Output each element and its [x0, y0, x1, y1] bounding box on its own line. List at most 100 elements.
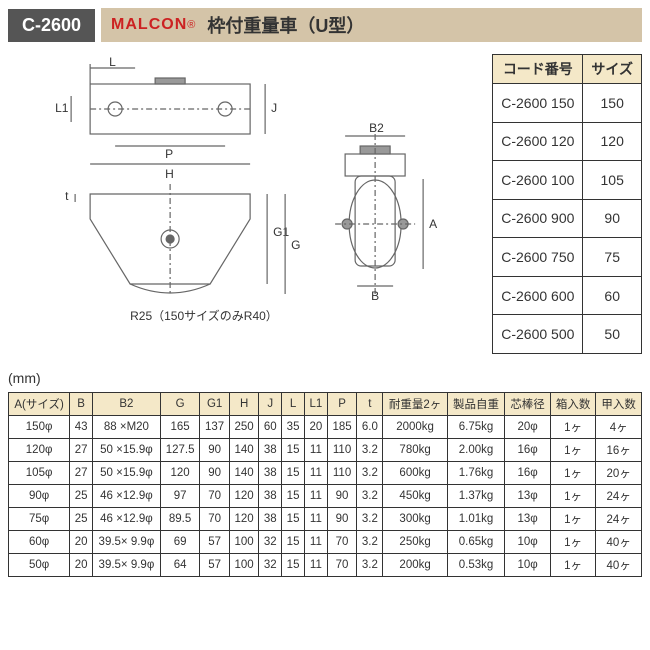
- spec-cell: 16φ: [505, 439, 551, 462]
- spec-table: A(サイズ)BB2GG1HJLL1Pt耐重量2ヶ製品自重芯棒径箱入数甲入数 15…: [8, 392, 642, 577]
- spec-th: L: [282, 393, 305, 416]
- dim-L: L: [109, 55, 116, 69]
- spec-cell: 1ヶ: [550, 508, 596, 531]
- spec-cell: 100: [229, 554, 259, 577]
- spec-cell: 57: [200, 531, 230, 554]
- side-cell: 120: [583, 122, 642, 161]
- spec-cell: 90: [327, 485, 357, 508]
- side-cell: 90: [583, 199, 642, 238]
- spec-cell: 90: [200, 439, 230, 462]
- spec-cell: 1ヶ: [550, 416, 596, 439]
- header: C-2600 MALCON® 枠付重量車（U型）: [8, 8, 642, 42]
- spec-cell: 6.75kg: [447, 416, 505, 439]
- side-cell: C-2600 150: [493, 84, 583, 123]
- spec-cell: 32: [259, 531, 282, 554]
- spec-cell: 0.65kg: [447, 531, 505, 554]
- spec-cell: 300kg: [383, 508, 447, 531]
- spec-th: G: [160, 393, 200, 416]
- side-cell: C-2600 900: [493, 199, 583, 238]
- spec-cell: 25: [70, 508, 93, 531]
- side-cell: 60: [583, 276, 642, 315]
- dim-B: B: [371, 289, 379, 303]
- spec-cell: 25: [70, 485, 93, 508]
- spec-cell: 2.00kg: [447, 439, 505, 462]
- spec-row: 75φ2546 ×12.9φ89.570120381511903.2300kg1…: [9, 508, 642, 531]
- spec-cell: 11: [304, 508, 327, 531]
- spec-cell: 110: [327, 439, 357, 462]
- spec-cell: 250: [229, 416, 259, 439]
- spec-cell: 40ヶ: [596, 554, 642, 577]
- spec-cell: 11: [304, 554, 327, 577]
- spec-cell: 105φ: [9, 462, 70, 485]
- spec-cell: 13φ: [505, 508, 551, 531]
- spec-cell: 39.5× 9.9φ: [93, 554, 161, 577]
- spec-cell: 50 ×15.9φ: [93, 439, 161, 462]
- side-row: C-2600 50050: [493, 315, 642, 354]
- spec-cell: 46 ×12.9φ: [93, 485, 161, 508]
- spec-cell: 70: [200, 508, 230, 531]
- spec-cell: 6.0: [357, 416, 383, 439]
- spec-cell: 1ヶ: [550, 554, 596, 577]
- spec-cell: 57: [200, 554, 230, 577]
- spec-cell: 11: [304, 485, 327, 508]
- spec-cell: 35: [282, 416, 305, 439]
- side-row: C-2600 120120: [493, 122, 642, 161]
- unit-label: (mm): [8, 370, 642, 386]
- spec-cell: 11: [304, 462, 327, 485]
- spec-cell: 13φ: [505, 485, 551, 508]
- dim-B2: B2: [369, 121, 384, 135]
- spec-cell: 60φ: [9, 531, 70, 554]
- spec-cell: 120: [160, 462, 200, 485]
- spec-cell: 15: [282, 485, 305, 508]
- spec-cell: 1ヶ: [550, 439, 596, 462]
- spec-cell: 120φ: [9, 439, 70, 462]
- spec-th: t: [357, 393, 383, 416]
- spec-row: 150φ4388 ×M201651372506035201856.02000kg…: [9, 416, 642, 439]
- side-cell: 150: [583, 84, 642, 123]
- spec-cell: 140: [229, 462, 259, 485]
- side-th: コード番号: [493, 55, 583, 84]
- spec-cell: 3.2: [357, 439, 383, 462]
- spec-cell: 70: [200, 485, 230, 508]
- header-band: MALCON® 枠付重量車（U型）: [101, 8, 642, 42]
- spec-cell: 120: [229, 508, 259, 531]
- spec-th: 製品自重: [447, 393, 505, 416]
- side-cell: C-2600 750: [493, 238, 583, 277]
- spec-cell: 40ヶ: [596, 531, 642, 554]
- spec-cell: 200kg: [383, 554, 447, 577]
- spec-cell: 75φ: [9, 508, 70, 531]
- spec-cell: 90: [327, 508, 357, 531]
- spec-cell: 110: [327, 462, 357, 485]
- spec-cell: 150φ: [9, 416, 70, 439]
- spec-cell: 3.2: [357, 485, 383, 508]
- code-badge: C-2600: [8, 9, 95, 42]
- dim-P: P: [165, 147, 173, 161]
- spec-cell: 46 ×12.9φ: [93, 508, 161, 531]
- dim-G1: G1: [273, 225, 289, 239]
- spec-cell: 27: [70, 462, 93, 485]
- spec-cell: 20: [70, 531, 93, 554]
- spec-cell: 185: [327, 416, 357, 439]
- spec-cell: 38: [259, 508, 282, 531]
- spec-th: P: [327, 393, 357, 416]
- spec-cell: 600kg: [383, 462, 447, 485]
- spec-cell: 11: [304, 531, 327, 554]
- spec-th: 箱入数: [550, 393, 596, 416]
- side-th: サイズ: [583, 55, 642, 84]
- dim-H: H: [165, 167, 174, 181]
- spec-cell: 27: [70, 439, 93, 462]
- spec-cell: 24ヶ: [596, 508, 642, 531]
- spec-cell: 1ヶ: [550, 531, 596, 554]
- spec-cell: 1.37kg: [447, 485, 505, 508]
- spec-th: 耐重量2ヶ: [383, 393, 447, 416]
- spec-cell: 10φ: [505, 554, 551, 577]
- spec-cell: 1.76kg: [447, 462, 505, 485]
- side-cell: 105: [583, 161, 642, 200]
- spec-cell: 64: [160, 554, 200, 577]
- side-cell: C-2600 600: [493, 276, 583, 315]
- side-row: C-2600 100105: [493, 161, 642, 200]
- spec-cell: 89.5: [160, 508, 200, 531]
- spec-cell: 3.2: [357, 462, 383, 485]
- spec-th: J: [259, 393, 282, 416]
- brand: MALCON: [111, 16, 187, 34]
